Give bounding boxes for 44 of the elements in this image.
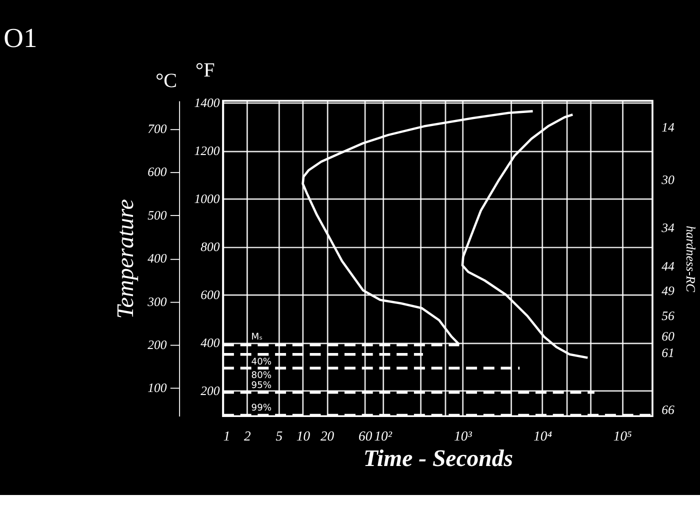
x-tick-label: 10⁴ xyxy=(534,428,552,444)
y-tick-label: 100 xyxy=(148,381,168,396)
text: 60 xyxy=(662,330,676,344)
text: 66 xyxy=(662,402,676,417)
text: 49 xyxy=(662,284,676,298)
x-tick-label: 60 xyxy=(358,428,372,444)
annotation: 40% xyxy=(251,357,272,368)
y-axis-title: Temperature xyxy=(112,198,139,319)
y-tick-label: 700 xyxy=(148,122,168,136)
annotation: 99% xyxy=(251,404,272,414)
x-tick-label: 10² xyxy=(374,428,393,444)
y-tick-label: 600 xyxy=(148,165,168,180)
text: 14 xyxy=(662,120,676,135)
text: 34 xyxy=(660,221,676,236)
y2-tick-label: 800 xyxy=(200,240,220,254)
x-axis-title: Time - Seconds xyxy=(363,446,513,472)
x-tick-label: 10³ xyxy=(454,428,473,444)
y2-tick-label: 400 xyxy=(200,336,220,350)
annotation: Mₛ xyxy=(251,332,263,342)
y2-tick-label: 200 xyxy=(200,384,220,398)
annotation: 80% xyxy=(251,371,272,382)
y2-tick-label: 1400 xyxy=(194,96,220,110)
y2-tick-label: 600 xyxy=(200,288,220,302)
x-tick-label: 5 xyxy=(276,428,283,444)
y2-tick-label: 1000 xyxy=(194,192,220,206)
y-tick-label: 500 xyxy=(148,208,168,222)
y2-tick-label: 1200 xyxy=(194,144,220,158)
x-tick-label: 2 xyxy=(244,428,252,444)
y3-axis-title: hardness-RC xyxy=(684,226,698,293)
y-tick-label: 200 xyxy=(148,338,168,352)
text: 44 xyxy=(662,259,676,274)
text: °C xyxy=(156,70,178,92)
x-tick-label: 10⁵ xyxy=(613,428,632,444)
text: 30 xyxy=(660,173,676,188)
text: 56 xyxy=(662,309,676,324)
text: 61 xyxy=(662,346,674,360)
x-tick-label: 20 xyxy=(320,428,334,444)
chart-title: O1 xyxy=(4,22,38,53)
y-tick-label: 300 xyxy=(146,294,168,309)
annotation: 95% xyxy=(251,380,272,391)
x-tick-label: 1 xyxy=(223,428,230,444)
y-tick-label: 400 xyxy=(148,252,168,266)
x-tick-label: 10 xyxy=(296,428,310,444)
y2-axis-title: °F xyxy=(196,60,215,82)
